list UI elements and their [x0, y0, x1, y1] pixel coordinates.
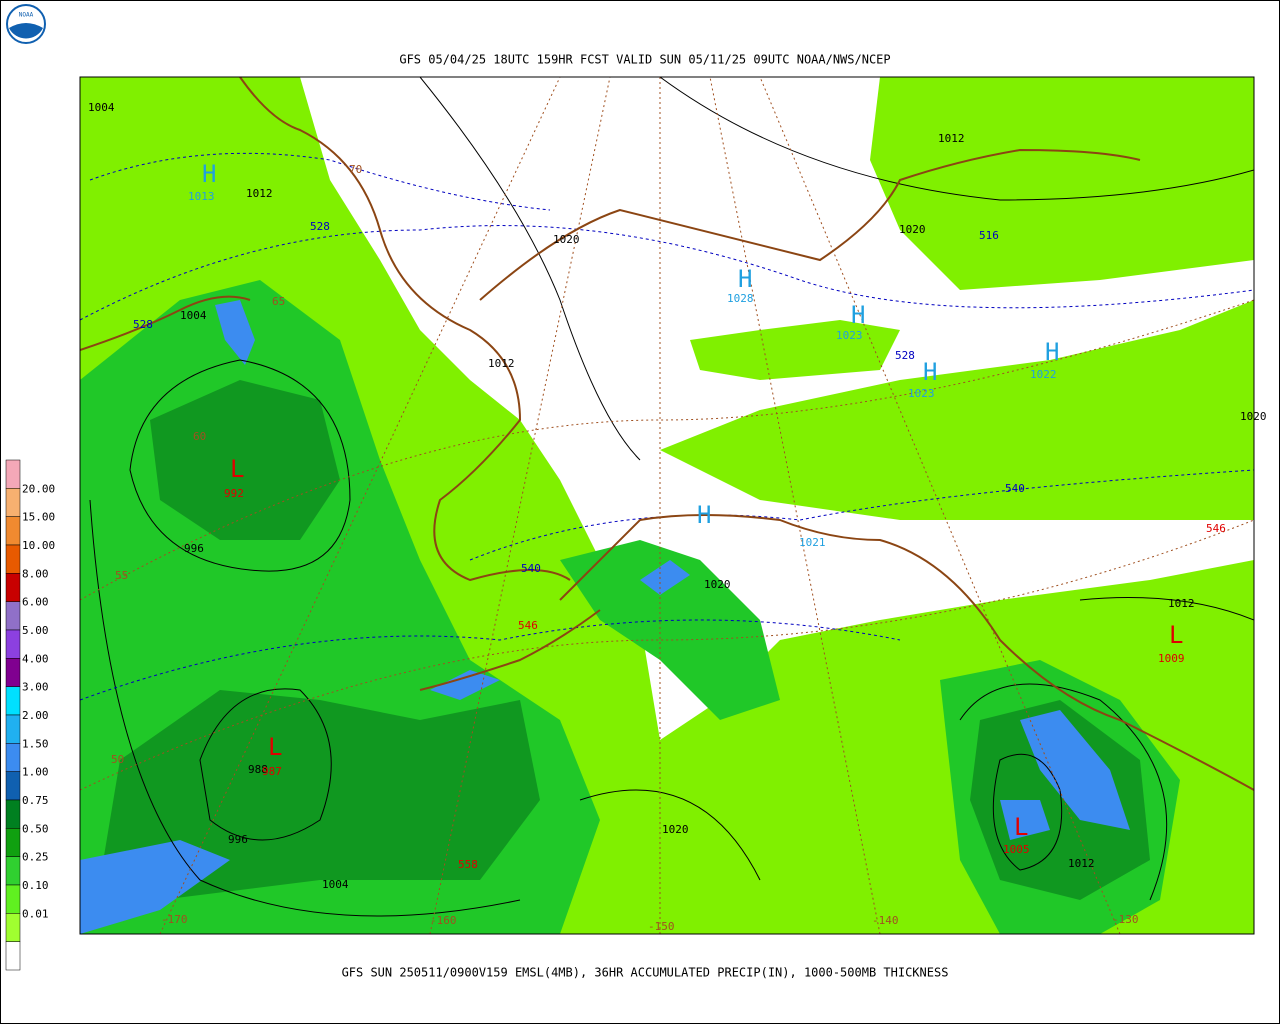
legend-label: 15.00: [22, 511, 55, 524]
legend-swatch: [5, 516, 21, 546]
contour-label: 558: [458, 858, 478, 871]
contour-label: 528: [133, 318, 153, 331]
contour-label: 540: [1005, 482, 1025, 495]
contour-label: 1012: [938, 132, 965, 145]
pressure-center: H: [738, 265, 752, 293]
pressure-center: H: [202, 160, 216, 188]
legend-swatch: [5, 856, 21, 886]
contour-label: 55: [115, 569, 128, 582]
contour-label: 528: [310, 220, 330, 233]
contour-label: 1023: [836, 329, 863, 342]
contour-label: 1004: [180, 309, 207, 322]
legend-swatch: [5, 941, 21, 971]
logo-text: NOAA: [19, 12, 34, 19]
legend-label: 0.75: [22, 794, 49, 807]
contour-label: 1020: [553, 233, 580, 246]
legend-swatch: [5, 884, 21, 914]
contour-label: 70: [349, 163, 362, 176]
legend-swatch: [5, 913, 21, 942]
legend-label: 5.00: [22, 624, 49, 637]
contour-label: 1020: [662, 823, 689, 836]
map-area: [79, 76, 1255, 935]
legend-swatch: [5, 459, 21, 489]
contour-label: 1012: [488, 357, 515, 370]
contour-label: 1012: [1068, 857, 1095, 870]
legend-swatch: [5, 828, 21, 857]
legend-label: 0.01: [22, 907, 49, 920]
contour-label: 540: [521, 562, 541, 575]
pressure-center: H: [851, 301, 865, 329]
contour-label: 1013: [188, 190, 215, 203]
contour-label: 1004: [88, 101, 115, 114]
contour-label: 1021: [799, 536, 826, 549]
noaa-logo: NOAA: [6, 4, 46, 44]
contour-label: 546: [1206, 522, 1226, 535]
pressure-center: H: [697, 501, 711, 529]
contour-label: 992: [224, 487, 244, 500]
contour-label: 1023: [908, 387, 935, 400]
legend-label: 8.00: [22, 567, 49, 580]
contour-label: 988: [248, 763, 268, 776]
contour-label: 65: [272, 295, 285, 308]
contour-label: 60: [193, 430, 206, 443]
map-title: GFS 05/04/25 18UTC 159HR FCST VALID SUN …: [399, 53, 890, 67]
pressure-center: H: [1045, 338, 1059, 366]
contour-label: -160: [430, 914, 457, 927]
contour-label: 1020: [899, 223, 926, 236]
legend-label: 2.00: [22, 709, 49, 722]
contour-label: 1020: [1240, 410, 1267, 423]
legend-label: 0.50: [22, 822, 49, 835]
pressure-center: L: [230, 455, 244, 483]
contour-label: 50: [111, 753, 124, 766]
map-caption: GFS SUN 250511/0900V159 EMSL(4MB), 36HR …: [342, 966, 949, 980]
legend-swatch: [5, 544, 21, 574]
pressure-center: H: [923, 358, 937, 386]
legend-label: 0.10: [22, 879, 49, 892]
contour-label: 1009: [1158, 652, 1185, 665]
legend-swatch: [5, 573, 21, 602]
legend: 20.00 15.00 10.00 8.00 6.00 5.00 4.00 3.00 2.00 1…: [5, 459, 55, 971]
contour-label: 516: [979, 229, 999, 242]
legend-label: 10.00: [22, 539, 55, 552]
contour-label: 1020: [704, 578, 731, 591]
legend-swatch: [5, 629, 21, 659]
pressure-center: L: [1014, 813, 1028, 841]
legend-swatch: [5, 658, 21, 687]
pressure-center: L: [268, 733, 282, 761]
contour-label: 1012: [246, 187, 273, 200]
contour-label: 996: [184, 542, 204, 555]
contour-label: 1012: [1168, 597, 1195, 610]
legend-label: 0.25: [22, 851, 49, 864]
legend-swatch: [5, 601, 21, 631]
legend-label: 3.00: [22, 681, 49, 694]
legend-swatch: [5, 714, 21, 744]
legend-label: 1.50: [22, 737, 49, 750]
contour-label: -150: [648, 920, 675, 933]
legend-swatch: [5, 771, 21, 801]
legend-label: 20.00: [22, 482, 55, 495]
contour-label: 987: [262, 765, 282, 778]
legend-label: 4.00: [22, 652, 49, 665]
contour-label: -140: [872, 914, 899, 927]
contour-label: 528: [895, 349, 915, 362]
legend-swatch: [5, 799, 21, 829]
contour-label: -170: [161, 913, 188, 926]
pressure-center: L: [1169, 621, 1183, 649]
contour-label: 1022: [1030, 368, 1057, 381]
legend-label: 6.00: [22, 596, 49, 609]
contour-label: 1028: [727, 292, 754, 305]
legend-label: 1.00: [22, 766, 49, 779]
contour-label: 546: [518, 619, 538, 632]
contour-label: 1004: [322, 878, 349, 891]
contour-label: -130: [1112, 913, 1139, 926]
contour-label: 1005: [1003, 843, 1030, 856]
contour-label: 996: [228, 833, 248, 846]
legend-swatch: [5, 743, 21, 772]
legend-swatch: [5, 686, 21, 716]
legend-swatch: [5, 488, 21, 517]
